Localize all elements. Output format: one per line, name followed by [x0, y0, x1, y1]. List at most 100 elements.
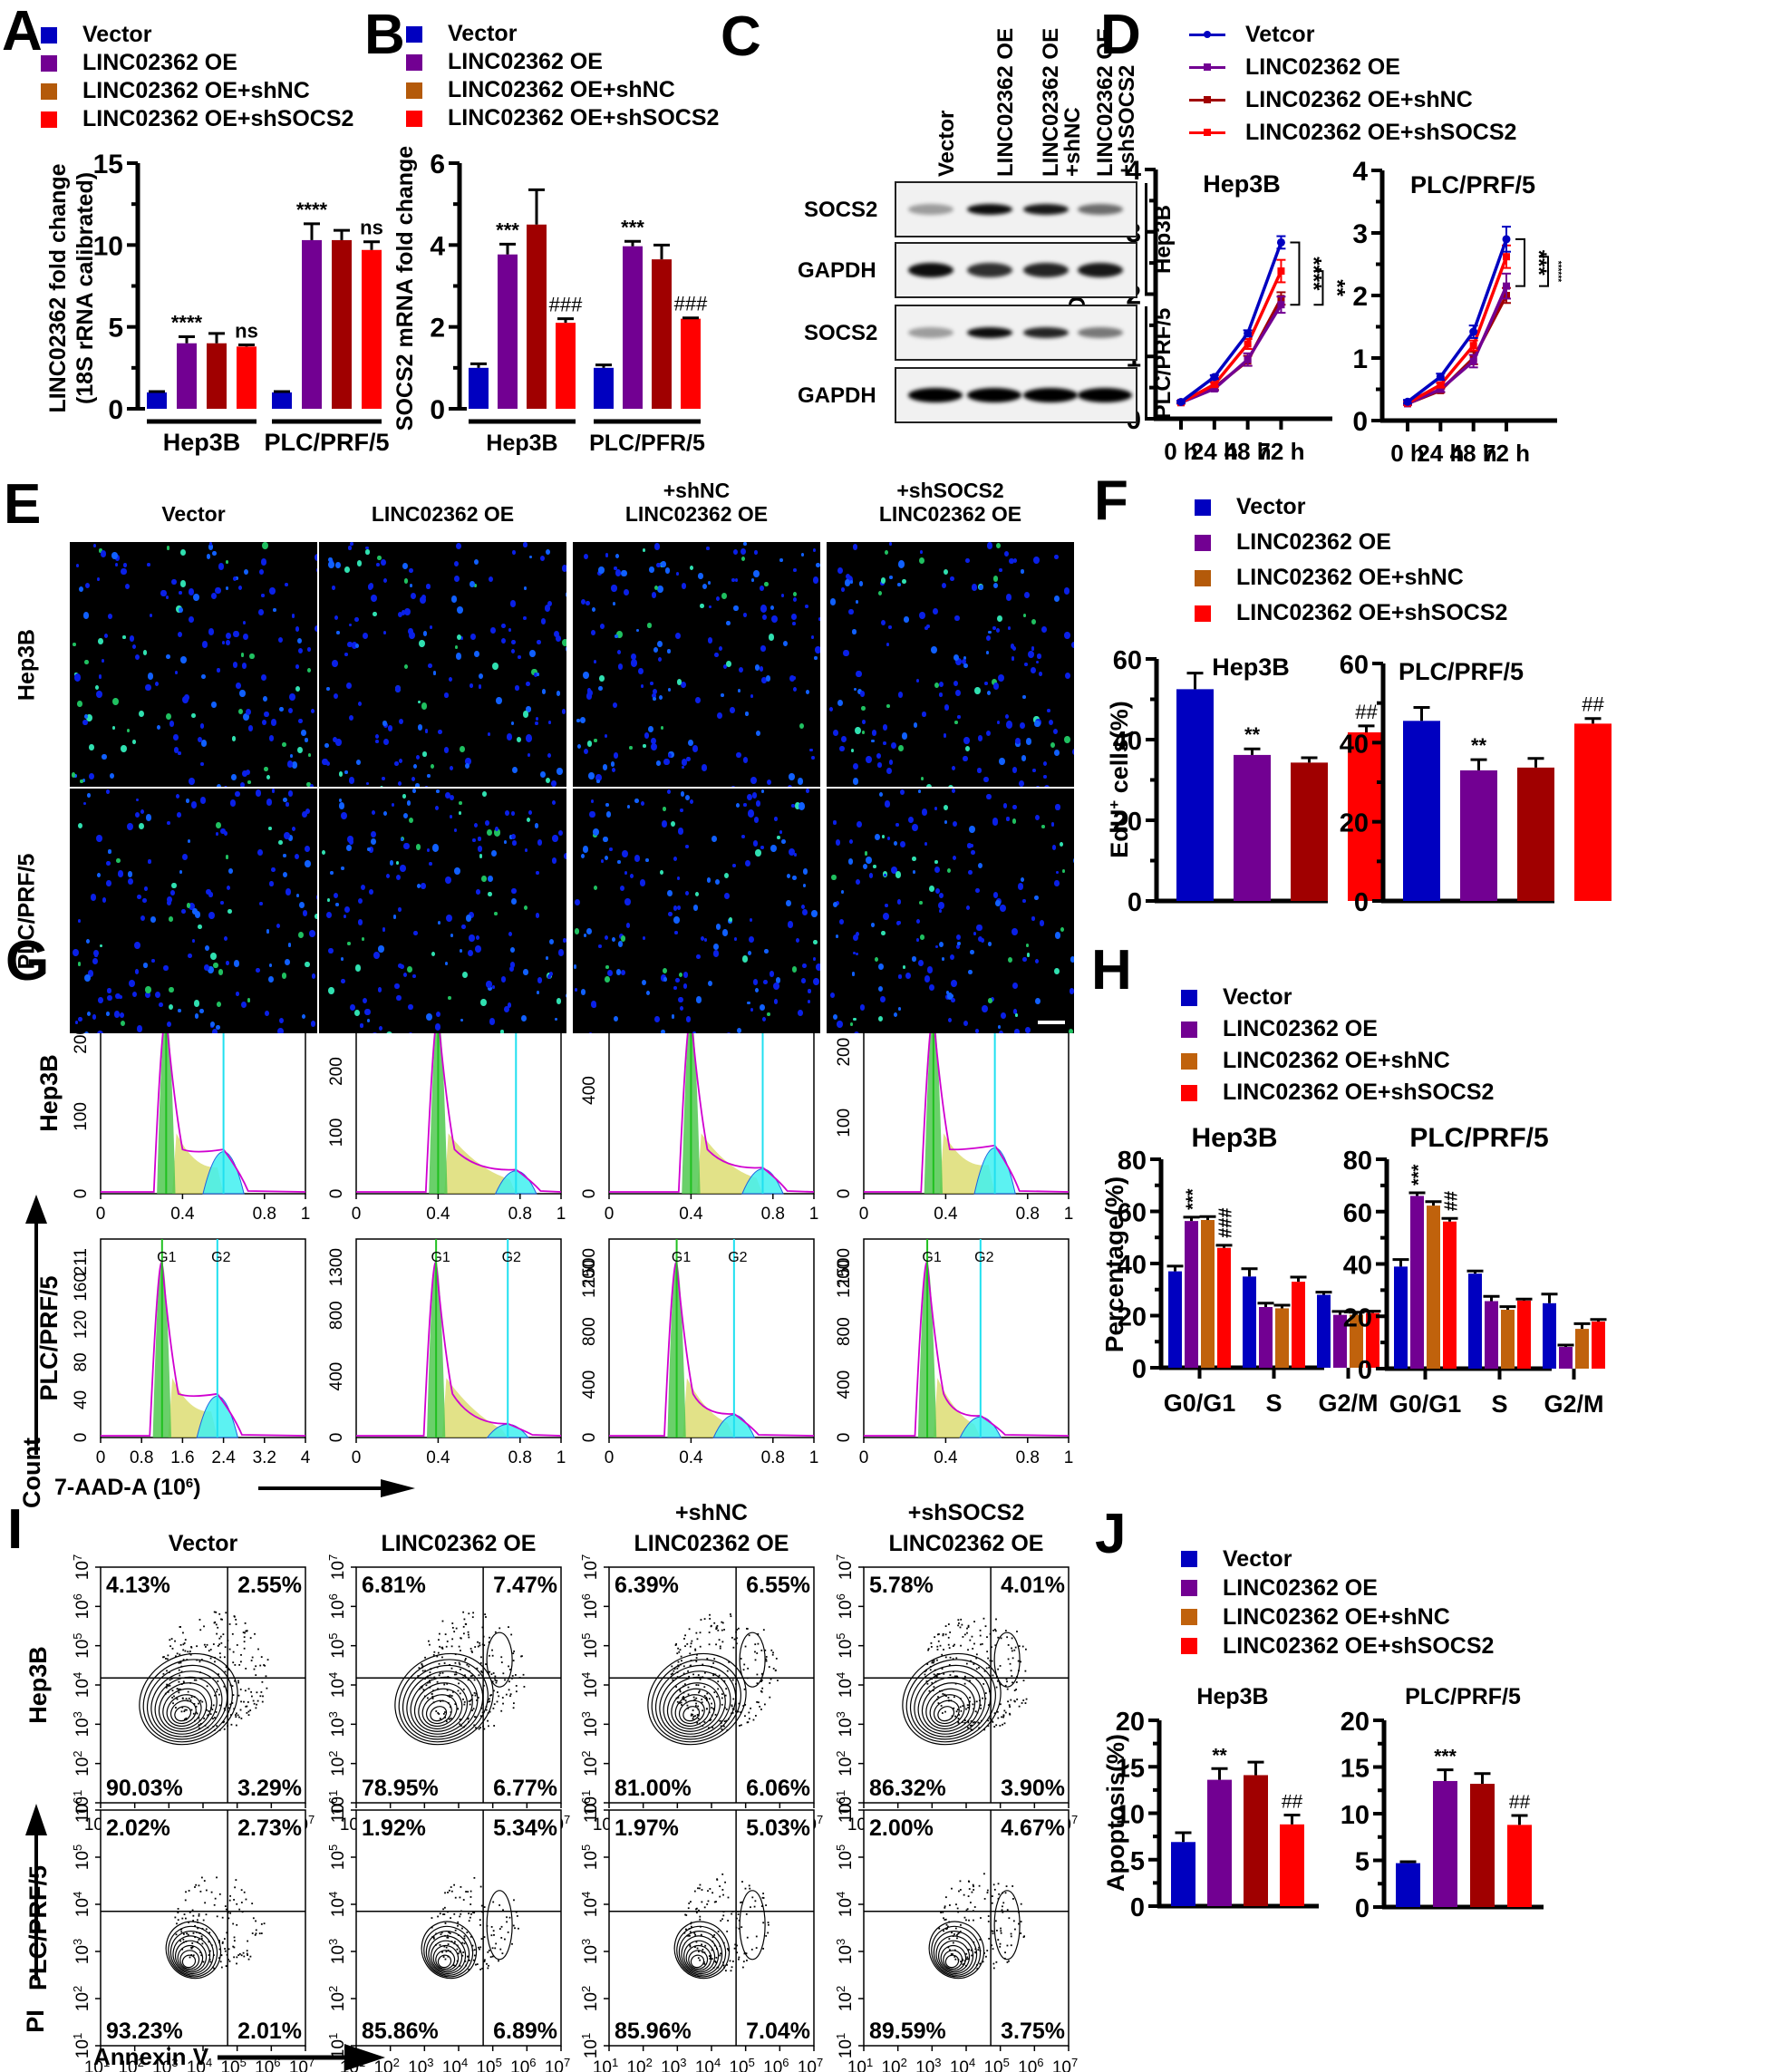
quadrant-percent-q4: 6.89%: [493, 2019, 557, 2044]
event-dot: [723, 1629, 725, 1631]
x-tick-label: 0.4: [426, 1205, 450, 1224]
event-dot: [166, 1670, 168, 1672]
y-tick-label: 106: [579, 1593, 602, 1619]
event-dot: [198, 1717, 200, 1719]
event-dot: [216, 1876, 218, 1879]
y-tick-label: 107: [579, 1554, 602, 1580]
event-dot: [195, 1883, 198, 1886]
x-category-label: PLC/PRF/5: [264, 429, 389, 456]
nucleus: [106, 879, 111, 886]
event-dot: [218, 1693, 220, 1696]
nucleus: [884, 873, 887, 877]
significance-bracket: [1539, 256, 1550, 287]
event-dot: [199, 1951, 202, 1954]
event-dot: [467, 1631, 469, 1633]
event-dot: [980, 1704, 982, 1707]
nucleus: [546, 549, 551, 556]
event-dot: [178, 1661, 180, 1664]
x-tick-label: 106: [255, 2056, 280, 2072]
nucleus: [409, 584, 412, 588]
event-dot: [927, 1648, 930, 1650]
event-dot: [462, 1611, 465, 1613]
nucleus: [582, 846, 589, 854]
event-dot: [992, 1962, 995, 1965]
event-dot: [460, 1912, 462, 1915]
nucleus: [412, 973, 416, 978]
x-tick-exp: 7: [817, 2056, 823, 2069]
nucleus: [199, 797, 207, 805]
blot-band: [1078, 263, 1123, 277]
g2-peak-label: G2: [211, 1250, 230, 1265]
nucleus: [249, 653, 255, 660]
nucleus: [802, 908, 808, 915]
edu-microscopy-panel: Vector LINC02362 OE +shNC LINC02362 OE +shS…: [0, 453, 1088, 1033]
event-dot: [482, 1635, 485, 1638]
event-dot: [959, 1889, 962, 1891]
nucleus: [84, 582, 90, 588]
blot-band: [1023, 204, 1069, 215]
nucleus: [953, 654, 960, 662]
nucleus: [422, 751, 427, 757]
significance-bracket: [1313, 270, 1324, 306]
nucleus: [1071, 642, 1074, 649]
event-dot: [1016, 1631, 1018, 1632]
x-tick-label: 0.8: [761, 1205, 785, 1224]
y-tick-label: 20: [1118, 1303, 1147, 1332]
y-tick-label: 102: [71, 1986, 93, 2011]
event-dot: [696, 1714, 699, 1716]
nucleus: [573, 964, 577, 969]
x-tick-label: 103: [152, 1813, 178, 1835]
event-dot: [723, 1725, 725, 1728]
y-tick-label: 102: [579, 1986, 602, 2011]
nucleus: [241, 663, 247, 670]
event-dot: [237, 1680, 239, 1682]
event-dot: [741, 1966, 744, 1969]
nucleus: [190, 712, 196, 719]
nucleus: [336, 631, 340, 635]
nucleus: [1030, 667, 1036, 674]
event-dot: [1007, 1700, 1010, 1703]
contour-line: [921, 1682, 976, 1732]
event-dot: [680, 1663, 682, 1666]
nucleus: [812, 939, 818, 945]
nucleus: [112, 697, 120, 705]
nucleus: [188, 839, 191, 843]
x-tick-exp: 1: [866, 1813, 873, 1826]
nucleus: [996, 627, 1001, 633]
nucleus: [939, 942, 944, 948]
event-dot: [227, 1917, 230, 1920]
nucleus: [885, 904, 888, 908]
event-dot: [683, 1638, 685, 1640]
event-dot: [965, 1662, 968, 1665]
event-dot: [971, 1635, 973, 1638]
event-dot: [448, 1932, 450, 1933]
nucleus: [586, 927, 593, 934]
event-dot: [515, 1685, 518, 1687]
annexin-axis-label: Annexin V: [93, 2043, 209, 2070]
nucleus: [593, 659, 596, 663]
event-dot: [473, 1679, 476, 1681]
event-dot: [712, 1662, 715, 1664]
event-dot: [459, 1723, 461, 1726]
nucleus: [344, 652, 348, 657]
event-dot: [181, 1948, 184, 1951]
event-dot: [247, 1954, 248, 1956]
nucleus: [812, 957, 817, 962]
nucleus: [302, 811, 308, 818]
event-dot: [462, 1625, 465, 1628]
nucleus: [646, 991, 651, 996]
event-dot: [765, 1660, 768, 1662]
event-dot: [706, 1658, 709, 1660]
g2-peak-label: G2: [974, 1250, 993, 1265]
western-blot-panel: Vector LINC02362 OE LINC02362 OE +shNC LINC0…: [798, 18, 1176, 435]
quadrant-percent-q2: 2.73%: [237, 1815, 302, 1841]
event-dot: [456, 1948, 459, 1951]
x-tick-label: 103: [152, 2056, 178, 2072]
event-dot: [205, 1646, 207, 1648]
event-dot: [700, 1925, 702, 1928]
event-dot: [189, 1653, 192, 1656]
x-tick-label: 1: [557, 1448, 566, 1467]
nucleus: [200, 740, 207, 747]
nucleus: [596, 779, 600, 783]
